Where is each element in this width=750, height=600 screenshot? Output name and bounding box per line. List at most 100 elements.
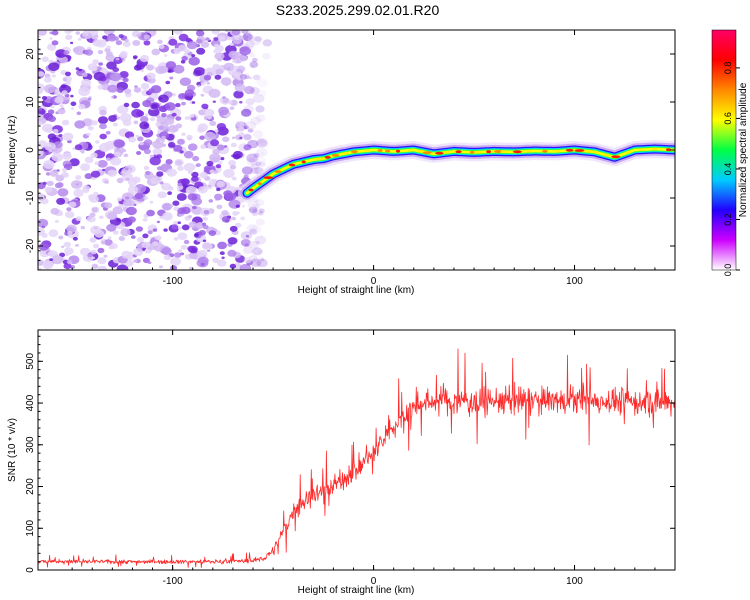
noise-blob xyxy=(254,203,260,208)
noise-blob xyxy=(251,206,263,215)
noise-blob xyxy=(249,158,256,165)
noise-blob xyxy=(161,202,173,211)
noise-blob xyxy=(179,150,184,154)
ridge-peak xyxy=(314,157,325,161)
noise-blob xyxy=(186,134,193,140)
ridge-peak xyxy=(416,149,425,153)
noise-blob xyxy=(59,104,64,108)
noise-blob xyxy=(195,222,204,230)
noise-blob xyxy=(181,56,188,61)
noise-blob xyxy=(216,204,223,210)
noise-blob xyxy=(241,108,252,117)
noise-blob xyxy=(49,170,59,177)
noise-blob xyxy=(191,101,196,104)
noise-blob xyxy=(103,254,108,258)
noise-blob xyxy=(238,126,245,132)
noise-blob xyxy=(168,38,178,46)
noise-blob xyxy=(132,40,141,46)
noise-blob xyxy=(228,50,239,59)
noise-blob xyxy=(74,144,83,151)
noise-blob xyxy=(173,64,185,74)
noise-blob xyxy=(40,198,49,205)
y-tick-label: 10 xyxy=(25,96,36,108)
noise-blob xyxy=(202,222,206,226)
noise-blob xyxy=(254,156,266,166)
noise-blob xyxy=(89,212,96,218)
spectrogram-xlabel: Height of straight line (km) xyxy=(298,285,415,296)
noise-blob xyxy=(253,153,260,158)
noise-blob xyxy=(97,160,108,168)
ridge-peak xyxy=(542,149,548,153)
noise-blob xyxy=(243,30,248,33)
noise-blob xyxy=(149,117,156,122)
noise-blob xyxy=(97,247,105,254)
noise-blob xyxy=(254,200,259,204)
noise-blob xyxy=(116,87,124,93)
snr-axes: -100 0 100 0 100 200 300 400 500 xyxy=(25,330,676,587)
noise-blob xyxy=(200,93,205,97)
noise-blob xyxy=(120,113,132,123)
noise-blob xyxy=(258,89,267,97)
noise-blob xyxy=(51,255,64,265)
noise-blob xyxy=(216,187,221,192)
noise-blob xyxy=(91,207,99,213)
ridge-peak xyxy=(512,150,522,154)
noise-blob xyxy=(209,169,215,174)
noise-blob xyxy=(41,56,49,62)
noise-blob xyxy=(127,178,138,186)
noise-blob xyxy=(231,176,237,181)
noise-blob xyxy=(147,230,153,235)
noise-blob xyxy=(198,256,209,265)
noise-blob xyxy=(170,265,178,270)
noise-blob xyxy=(143,139,153,146)
noise-blob xyxy=(245,234,250,238)
noise-blob xyxy=(183,49,191,54)
ridge-peak xyxy=(651,147,658,151)
noise-blob xyxy=(116,105,129,114)
noise-blob xyxy=(61,90,68,95)
noise-blob xyxy=(180,244,188,250)
snr-frame xyxy=(37,329,676,571)
noise-blob xyxy=(188,245,198,254)
noise-blob xyxy=(118,34,124,39)
noise-blob xyxy=(202,242,213,251)
noise-blob xyxy=(113,151,121,157)
noise-blob xyxy=(189,266,193,270)
noise-blob xyxy=(229,42,234,46)
noise-blob xyxy=(137,236,145,243)
noise-blob xyxy=(78,103,86,110)
noise-blob xyxy=(244,125,249,130)
noise-blob xyxy=(42,181,47,185)
noise-blob xyxy=(84,33,89,36)
noise-blob xyxy=(251,57,258,63)
noise-blob xyxy=(241,204,246,208)
noise-blob xyxy=(211,30,220,35)
noise-blob xyxy=(58,56,68,64)
noise-blob xyxy=(233,90,244,99)
noise-blob xyxy=(125,206,137,216)
noise-blob xyxy=(87,97,92,101)
noise-blob xyxy=(97,257,107,265)
noise-blob xyxy=(216,180,225,188)
noise-blob xyxy=(229,225,238,232)
noise-blob xyxy=(46,180,54,187)
noise-blob xyxy=(140,82,150,90)
noise-blob xyxy=(171,224,179,230)
noise-blob xyxy=(189,114,195,118)
noise-blob xyxy=(220,157,225,161)
noise-blob xyxy=(109,72,122,82)
noise-blob xyxy=(104,180,109,184)
noise-blob xyxy=(66,207,72,212)
noise-blob xyxy=(233,65,239,70)
noise-blob xyxy=(42,261,54,270)
noise-blob xyxy=(82,185,90,191)
noise-blob xyxy=(188,252,198,260)
y-tick-label: 0 xyxy=(25,147,36,153)
colorbar-gradient xyxy=(711,29,737,271)
noise-blob xyxy=(255,199,265,206)
noise-blob xyxy=(243,133,252,141)
noise-blob xyxy=(107,169,117,177)
noise-blob xyxy=(173,144,183,152)
